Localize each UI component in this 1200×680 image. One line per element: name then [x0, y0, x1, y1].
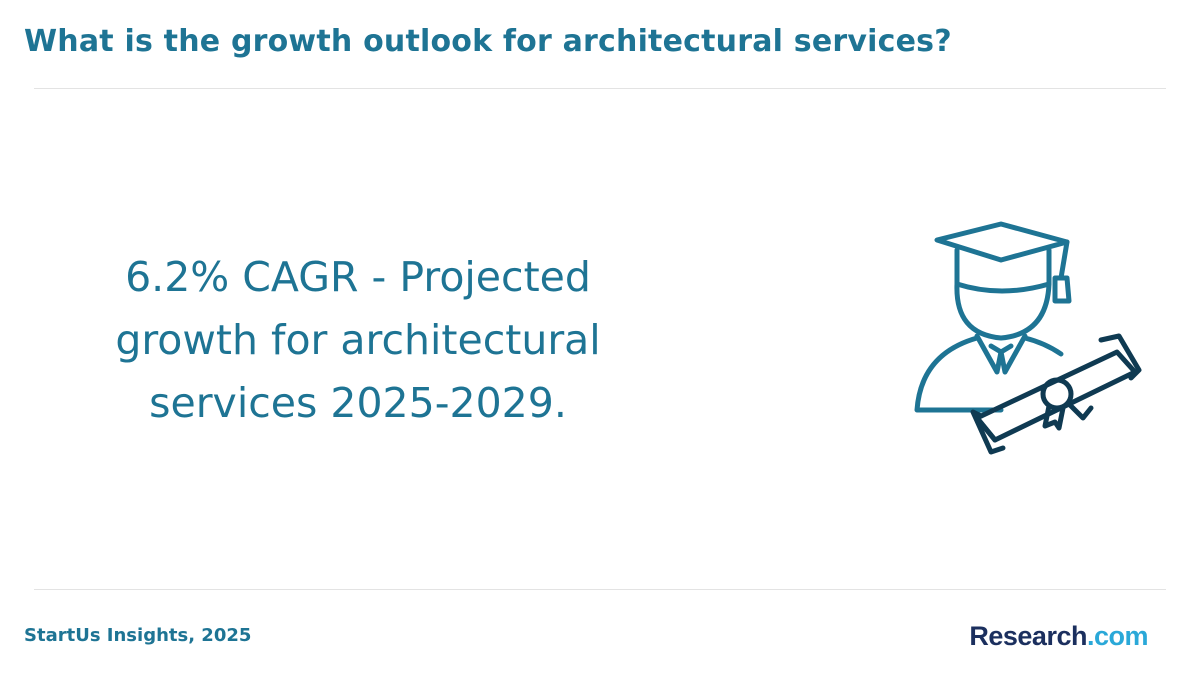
growth-statistic: 6.2% CAGR - Projected growth for archite… — [115, 253, 601, 427]
graduate-with-diploma-icon — [914, 221, 1142, 455]
logo-main-text: Research — [969, 621, 1087, 651]
logo-suffix-text: .com — [1086, 621, 1149, 651]
bottom-divider — [34, 589, 1166, 590]
source-credit: StartUs Insights, 2025 — [24, 625, 252, 646]
research-com-logo: Research.com — [969, 619, 1148, 653]
top-divider — [34, 88, 1166, 89]
page-title: What is the growth outlook for architect… — [24, 24, 952, 59]
